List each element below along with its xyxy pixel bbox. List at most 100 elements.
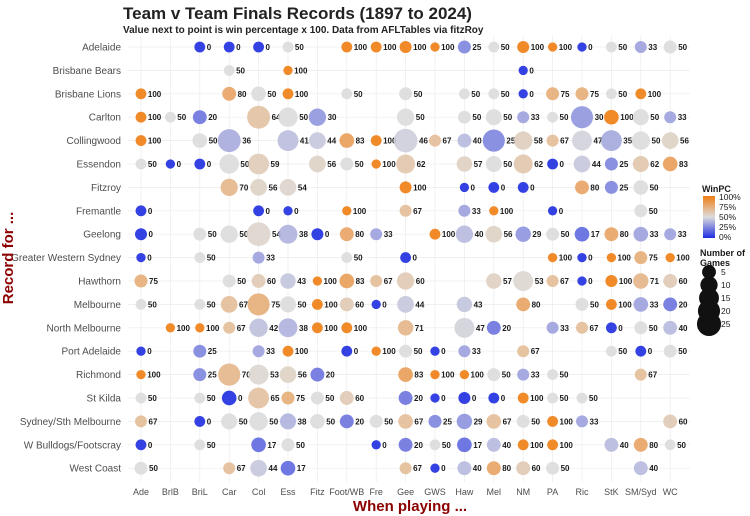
data-point: [195, 323, 205, 333]
data-point: [397, 296, 414, 313]
data-point: [369, 414, 383, 428]
data-point: [633, 180, 649, 195]
data-label: 67: [503, 417, 512, 426]
data-point: [605, 298, 617, 310]
data-point: [311, 228, 324, 241]
data-point: [570, 106, 594, 129]
data-point: [282, 41, 294, 53]
data-label: 67: [237, 324, 246, 333]
data-label: 33: [266, 254, 275, 263]
data-label: 0: [147, 347, 152, 356]
data-point: [457, 437, 472, 453]
data-label: 44: [592, 160, 601, 169]
data-label: 75: [590, 90, 599, 99]
data-point: [220, 178, 238, 197]
data-point: [661, 132, 679, 149]
data-point: [576, 321, 588, 334]
y-tick-label: Brisbane Bears: [53, 66, 121, 77]
legend-color-tick: 100%: [719, 192, 741, 202]
data-label: 75: [649, 254, 658, 263]
data-label: 50: [618, 43, 627, 52]
data-label: 56: [327, 160, 336, 169]
data-point: [513, 154, 533, 174]
y-tick-label: Essendon: [77, 160, 121, 171]
data-point: [517, 368, 530, 381]
data-point: [135, 135, 147, 147]
data-point: [516, 297, 531, 312]
data-label: 0: [441, 464, 446, 473]
data-point: [485, 225, 503, 243]
data-label: 100: [531, 43, 545, 52]
data-point: [573, 155, 591, 173]
data-point: [341, 252, 353, 264]
data-label: 47: [594, 137, 603, 146]
data-point: [574, 226, 590, 242]
data-point: [430, 393, 440, 403]
data-label: 47: [476, 324, 485, 333]
data-label: 0: [238, 394, 243, 403]
data-label: 62: [417, 160, 426, 169]
data-point: [164, 111, 176, 123]
data-label: 0: [382, 300, 387, 309]
data-label: 50: [677, 441, 686, 450]
data-label: 100: [354, 324, 368, 333]
data-label: 0: [148, 207, 153, 216]
data-point: [546, 321, 559, 334]
data-label: 71: [650, 277, 659, 286]
data-point: [513, 271, 534, 291]
legend-size-circle: [696, 311, 722, 337]
legend-size-tick: 25: [721, 319, 731, 329]
data-label: 20: [502, 324, 511, 333]
data-point: [194, 41, 206, 53]
data-point: [248, 364, 269, 385]
data-point: [398, 391, 413, 405]
data-label: 100: [676, 254, 690, 263]
data-point: [135, 111, 147, 123]
data-point: [135, 88, 147, 100]
data-label: 33: [650, 230, 659, 239]
data-label: 20: [414, 441, 423, 450]
data-label: 25: [506, 137, 515, 146]
data-point: [576, 392, 588, 404]
data-label: 50: [326, 417, 335, 426]
data-point: [605, 275, 618, 287]
data-label: 29: [474, 417, 483, 426]
data-label: 0: [147, 254, 152, 263]
data-label: 50: [414, 90, 423, 99]
data-label: 80: [355, 230, 364, 239]
data-label: 0: [588, 254, 593, 263]
x-tick-label: NM: [516, 487, 530, 497]
legend-color-tick: 25%: [719, 222, 736, 232]
data-label: 50: [678, 347, 687, 356]
y-tick-label: Sydney/Sth Melbourne: [20, 417, 122, 428]
x-tick-label: Mel: [487, 487, 502, 497]
data-point: [665, 252, 675, 263]
x-tick-label: StK: [604, 487, 619, 497]
data-label: 100: [324, 277, 338, 286]
data-label: 50: [239, 230, 248, 239]
data-point: [600, 130, 622, 152]
data-point: [454, 317, 475, 338]
y-tick-label: Adelaide: [82, 43, 121, 54]
data-point: [575, 297, 589, 311]
data-point: [513, 131, 533, 150]
data-label: 75: [296, 394, 305, 403]
legend-size-circle: [702, 265, 716, 279]
data-label: 33: [648, 43, 657, 52]
data-point: [223, 462, 236, 475]
data-label: 50: [589, 394, 598, 403]
data-point: [429, 228, 441, 240]
data-point: [309, 132, 326, 149]
data-label: 0: [236, 43, 241, 52]
data-point: [223, 41, 235, 53]
y-tick-label: Port Adelaide: [62, 347, 122, 358]
data-label: 100: [441, 43, 455, 52]
data-label: 50: [240, 160, 249, 169]
data-label: 50: [650, 113, 659, 122]
data-label: 0: [148, 441, 153, 450]
data-label: 33: [590, 417, 599, 426]
data-point: [371, 440, 381, 450]
data-label: 33: [531, 113, 540, 122]
data-label: 50: [618, 90, 627, 99]
data-point: [397, 320, 414, 336]
